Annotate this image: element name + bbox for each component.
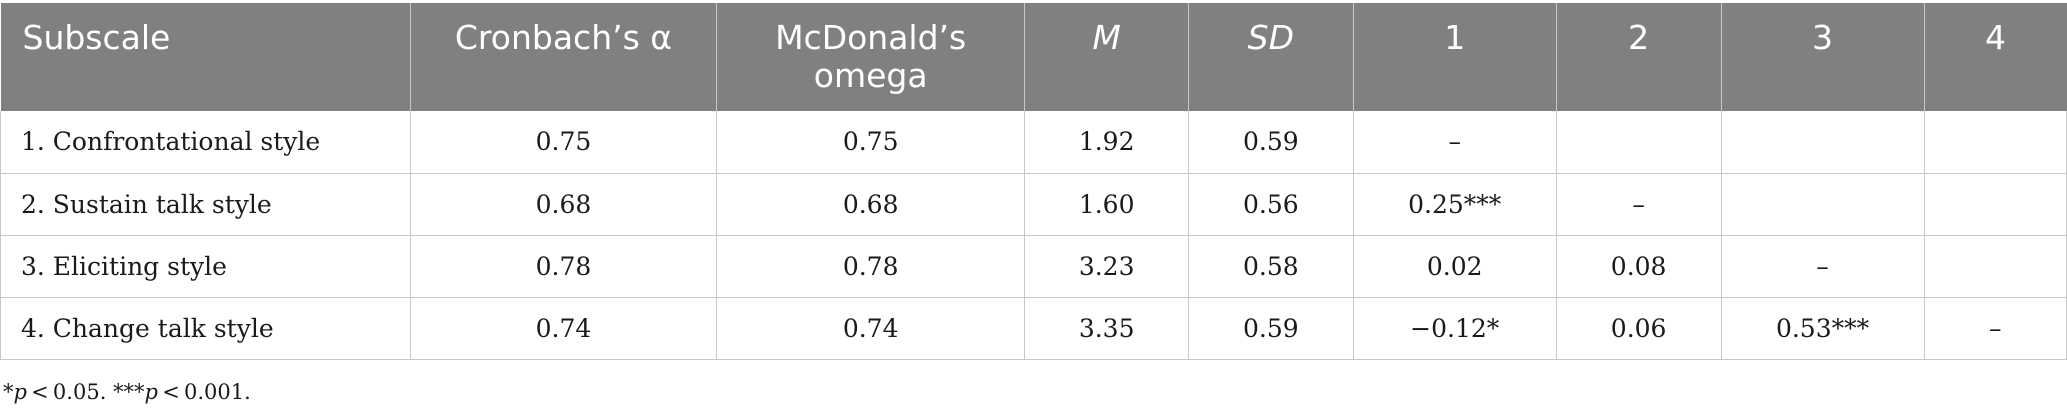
cell-subscale: 3. Eliciting style	[0, 235, 412, 298]
cell-sd: 0.59	[1188, 111, 1354, 174]
footnote-p: p	[13, 380, 27, 404]
header-col-4: 4	[1924, 3, 2067, 111]
footnote-p: p	[144, 380, 158, 404]
cell-corr-2: 0.06	[1556, 297, 1722, 360]
cell-corr-2: –	[1556, 173, 1722, 236]
table-row: 3. Eliciting style 0.78 0.78 3.23 0.58 0…	[0, 235, 2067, 298]
header-row: Subscale Cronbach’s α McDonald’s omega M…	[0, 3, 2067, 111]
cell-corr-2	[1556, 111, 1722, 174]
cell-corr-1: 0.02	[1353, 235, 1557, 298]
table-row: 1. Confrontational style 0.75 0.75 1.92 …	[0, 111, 2067, 174]
table-row: 4. Change talk style 0.74 0.74 3.35 0.59…	[0, 297, 2067, 360]
table-row: 2. Sustain talk style 0.68 0.68 1.60 0.5…	[0, 173, 2067, 236]
subscale-table: Subscale Cronbach’s α McDonald’s omega M…	[0, 3, 2067, 360]
cell-corr-4	[1924, 111, 2067, 174]
cell-corr-1: –	[1353, 111, 1557, 174]
header-col-3: 3	[1721, 3, 1925, 111]
header-mcdonald-omega: McDonald’s omega	[716, 3, 1026, 111]
header-col-2: 2	[1556, 3, 1722, 111]
cell-mean: 1.60	[1024, 173, 1189, 236]
header-mean: M	[1024, 3, 1189, 111]
cell-corr-1: 0.25***	[1353, 173, 1557, 236]
footnote-threshold-2: < 0.001.	[158, 380, 251, 404]
cell-corr-1: −0.12*	[1353, 297, 1557, 360]
cell-sd: 0.56	[1188, 173, 1354, 236]
header-sd: SD	[1188, 3, 1354, 111]
footnote-star: *	[3, 380, 14, 404]
cell-omega: 0.74	[716, 297, 1026, 360]
cell-alpha: 0.68	[410, 173, 717, 236]
cell-alpha: 0.75	[410, 111, 717, 174]
cell-omega: 0.68	[716, 173, 1026, 236]
header-cronbach-alpha: Cronbach’s α	[410, 3, 717, 111]
cell-subscale: 4. Change talk style	[0, 297, 412, 360]
cell-omega: 0.75	[716, 111, 1026, 174]
cell-corr-4	[1924, 235, 2067, 298]
cell-corr-3: –	[1721, 235, 1925, 298]
cell-sd: 0.59	[1188, 297, 1354, 360]
cell-alpha: 0.74	[410, 297, 717, 360]
cell-subscale: 2. Sustain talk style	[0, 173, 412, 236]
table-footnote: *p < 0.05. ***p < 0.001.	[3, 380, 251, 404]
cell-omega: 0.78	[716, 235, 1026, 298]
cell-mean: 3.35	[1024, 297, 1189, 360]
cell-mean: 3.23	[1024, 235, 1189, 298]
cell-corr-3	[1721, 173, 1925, 236]
cell-subscale: 1. Confrontational style	[0, 111, 412, 174]
cell-corr-3: 0.53***	[1721, 297, 1925, 360]
table-container: Subscale Cronbach’s α McDonald’s omega M…	[0, 3, 2067, 360]
cell-corr-2: 0.08	[1556, 235, 1722, 298]
cell-sd: 0.58	[1188, 235, 1354, 298]
cell-alpha: 0.78	[410, 235, 717, 298]
cell-mean: 1.92	[1024, 111, 1189, 174]
cell-corr-4	[1924, 173, 2067, 236]
header-subscale: Subscale	[0, 3, 412, 111]
footnote-threshold-1: < 0.05. ***	[26, 380, 145, 404]
cell-corr-3	[1721, 111, 1925, 174]
cell-corr-4: –	[1924, 297, 2067, 360]
header-col-1: 1	[1353, 3, 1557, 111]
